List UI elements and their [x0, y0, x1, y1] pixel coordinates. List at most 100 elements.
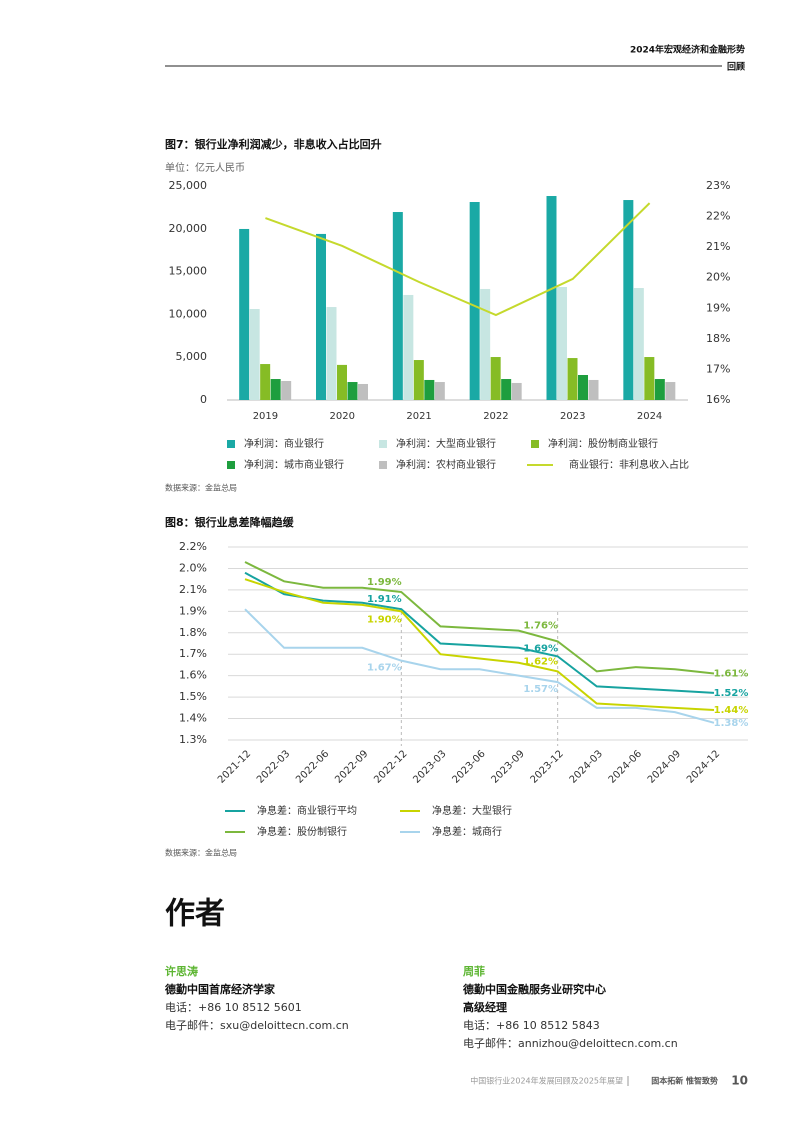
legend-label: 净息差：商业银行平均 — [257, 804, 357, 817]
author-detail: 电子邮件：sxu@deloittecn.com.cn — [165, 1019, 349, 1032]
bar — [557, 287, 567, 400]
section-heading: 作者 — [165, 897, 225, 932]
bar — [358, 383, 368, 400]
legend-label: 净息差：大型银行 — [432, 804, 512, 817]
bar — [413, 360, 424, 400]
bar — [249, 309, 260, 400]
author-detail: 德勤中国金融服务业研究中心 — [462, 982, 606, 996]
bar — [501, 379, 512, 400]
y-tick-label: 2.0% — [179, 561, 207, 574]
x-tick-label: 2023 — [560, 411, 585, 422]
y2-tick-label: 23% — [706, 179, 730, 192]
x-tick-label: 2022-09 — [333, 748, 370, 785]
line-series — [244, 571, 715, 694]
data-label: 1.38% — [714, 718, 749, 729]
bar — [316, 233, 326, 400]
data-label: 1.52% — [714, 688, 749, 699]
y2-tick-label: 20% — [706, 271, 730, 284]
x-tick-label: 2024-12 — [685, 748, 722, 785]
y2-tick-label: 21% — [706, 240, 730, 253]
y2-tick-label: 18% — [706, 332, 730, 345]
x-tick-label: 2022-12 — [372, 748, 409, 785]
page-number: 10 — [731, 1074, 748, 1088]
x-tick-label: 2023-12 — [529, 748, 566, 785]
data-label: 1.62% — [523, 656, 558, 667]
legend-label: 净利润：股份制商业银行 — [548, 437, 658, 450]
bar — [260, 364, 271, 400]
x-tick-label: 2022 — [483, 411, 508, 422]
legend-label: 商业银行：非利息收入占比 — [569, 458, 689, 471]
data-label: 1.44% — [714, 705, 749, 716]
x-tick-label: 2023-06 — [450, 748, 487, 785]
x-tick-label: 2023-03 — [411, 748, 448, 785]
chart-title: 图7：银行业净利润减少，非息收入占比回升 — [165, 137, 382, 151]
footer-report: 中国银行业2024年发展回顾及2025年展望 — [470, 1076, 623, 1086]
bar — [644, 357, 655, 400]
source: 数据来源：金监总局 — [165, 848, 237, 858]
bar — [546, 196, 557, 400]
bar — [665, 382, 676, 400]
bar — [347, 382, 358, 400]
y-tick-label: 1.3% — [179, 733, 207, 746]
legend-label: 净利润：城市商业银行 — [244, 458, 344, 471]
bar — [281, 380, 292, 400]
bar — [392, 212, 403, 400]
y-tick-label: 1.5% — [179, 690, 207, 703]
y-tick-label: 0 — [200, 393, 207, 406]
y-tick-label: 1.7% — [179, 647, 207, 660]
line-series — [265, 202, 651, 317]
bar — [469, 202, 480, 400]
x-tick-label: 2024-09 — [646, 748, 683, 785]
x-tick-label: 2022-03 — [255, 748, 292, 785]
y-tick-label: 10,000 — [169, 307, 208, 320]
header-subtitle: 回顾 — [727, 62, 745, 73]
data-label: 1.67% — [367, 663, 402, 674]
data-label: 1.90% — [367, 614, 402, 625]
x-tick-label: 2023-09 — [489, 748, 526, 785]
y-tick-label: 1.8% — [179, 626, 207, 639]
y-tick-label: 1.9% — [179, 604, 207, 617]
bar — [588, 379, 599, 400]
data-label: 1.91% — [367, 594, 402, 605]
bar — [633, 288, 644, 400]
unit-label: 单位：亿元人民币 — [165, 161, 245, 174]
author-detail: 高级经理 — [463, 1000, 507, 1014]
line-series — [244, 561, 715, 675]
bar — [490, 357, 501, 400]
x-tick-label: 2021-12 — [216, 748, 253, 785]
bar — [326, 307, 337, 400]
legend-label: 净息差：股份制银行 — [257, 825, 347, 838]
bar — [654, 379, 665, 400]
author-detail: 电话：+86 10 8512 5843 — [463, 1019, 600, 1032]
legend-swatch — [531, 440, 539, 448]
line-series — [244, 608, 715, 724]
y-tick-label: 1.4% — [179, 712, 207, 725]
x-tick-label: 2024 — [637, 411, 662, 422]
data-label: 1.61% — [714, 669, 749, 680]
bar — [403, 294, 414, 400]
legend-label: 净利润：商业银行 — [244, 437, 324, 450]
author-name: 周菲 — [463, 964, 485, 978]
y2-tick-label: 16% — [706, 393, 730, 406]
x-tick-label: 2019 — [253, 411, 278, 422]
y2-tick-label: 22% — [706, 210, 730, 223]
x-tick-label: 2021 — [406, 411, 431, 422]
source: 数据来源：金监总局 — [165, 483, 237, 493]
x-tick-label: 2022-06 — [294, 748, 331, 785]
author-detail: 德勤中国首席经济学家 — [164, 982, 276, 996]
legend-label: 净利润：大型商业银行 — [396, 437, 496, 450]
legend-swatch — [227, 440, 235, 448]
y-tick-label: 2.2% — [179, 540, 207, 553]
legend-label: 净息差：城商行 — [432, 825, 502, 838]
legend-label: 净利润：农村商业银行 — [396, 458, 496, 471]
bar — [239, 228, 250, 400]
legend-swatch — [227, 461, 235, 469]
author-detail: 电话：+86 10 8512 5601 — [165, 1001, 302, 1014]
data-label: 1.57% — [523, 684, 558, 695]
bar — [337, 364, 347, 400]
y-tick-label: 25,000 — [169, 179, 208, 192]
x-tick-label: 2024-03 — [568, 748, 605, 785]
